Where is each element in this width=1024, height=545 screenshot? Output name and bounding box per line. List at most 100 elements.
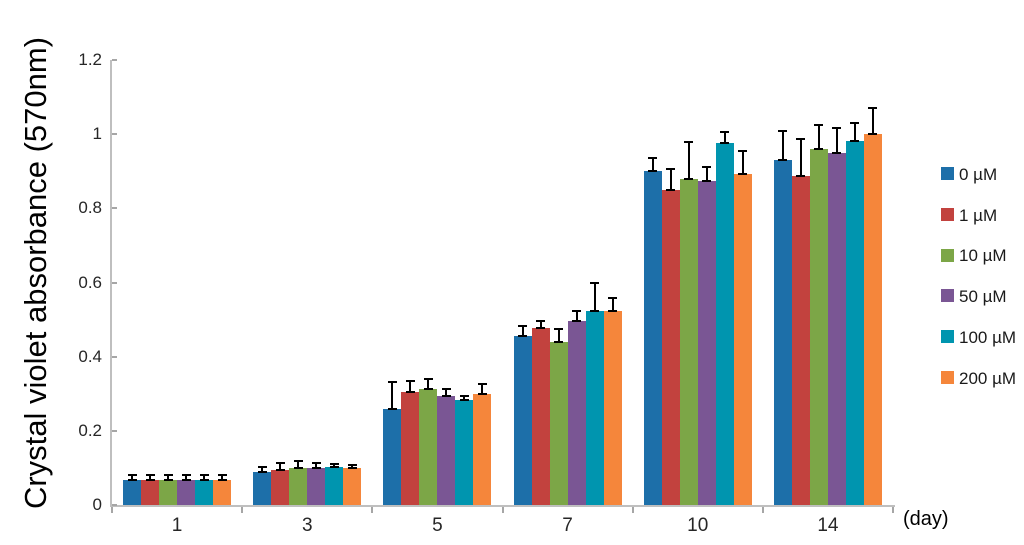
x-tick-label: 1 bbox=[171, 515, 183, 536]
x-axis-line bbox=[110, 505, 895, 507]
bar-50µM-day1 bbox=[177, 479, 196, 505]
legend-item: 200 µM bbox=[941, 369, 1016, 389]
legend-label: 1 µM bbox=[959, 205, 998, 225]
y-tick-mark bbox=[112, 133, 117, 136]
legend-label: 100 µM bbox=[959, 327, 1017, 347]
error-bar-cap-top bbox=[387, 380, 397, 383]
error-bar-line bbox=[835, 128, 838, 154]
bar-100µM-day3 bbox=[325, 466, 344, 505]
error-bar-cap-bottom bbox=[423, 387, 433, 390]
y-tick-mark bbox=[112, 429, 117, 432]
error-bar-cap-top bbox=[257, 466, 267, 469]
bar-100µM-day14 bbox=[845, 141, 864, 505]
error-bar-cap-top bbox=[275, 462, 285, 465]
error-bar-line bbox=[445, 388, 448, 396]
bar-0µM-day5 bbox=[383, 408, 402, 505]
bar-100µM-day7 bbox=[585, 311, 604, 505]
bar-10µM-day5 bbox=[419, 388, 438, 505]
error-bar-cap-bottom bbox=[536, 327, 546, 330]
error-bar-line bbox=[781, 131, 784, 160]
error-bar-line bbox=[817, 124, 820, 149]
error-bar-cap-bottom bbox=[311, 466, 321, 469]
error-bar-cap-top bbox=[702, 166, 712, 169]
legend-item: 100 µM bbox=[941, 328, 1016, 348]
error-bar-cap-top bbox=[329, 462, 339, 465]
error-bar-line bbox=[741, 151, 744, 174]
legend-label: 10 µM bbox=[959, 246, 1007, 266]
bar-0µM-day14 bbox=[773, 159, 792, 505]
error-bar-cap-bottom bbox=[814, 147, 824, 150]
y-tick-mark bbox=[112, 355, 117, 358]
bar-0µM-day10 bbox=[643, 170, 662, 505]
bar-200µM-day5 bbox=[473, 393, 492, 505]
error-bar-line bbox=[539, 321, 542, 329]
legend-label: 0 µM bbox=[959, 165, 998, 184]
legend-item: 0 µM bbox=[941, 165, 997, 185]
error-bar-cap-bottom bbox=[163, 478, 173, 481]
error-bar-cap-bottom bbox=[181, 478, 191, 481]
error-bar-cap-bottom bbox=[387, 407, 397, 410]
error-bar-cap-top bbox=[441, 387, 451, 390]
error-bar-cap-top bbox=[572, 310, 582, 313]
x-tick-label: 14 bbox=[817, 515, 839, 536]
y-tick-label: 0 bbox=[92, 495, 102, 514]
error-bar-cap-top bbox=[648, 156, 658, 159]
bar-50µM-day7 bbox=[567, 320, 586, 505]
error-bar-cap-bottom bbox=[832, 152, 842, 155]
error-bar-cap-top bbox=[738, 150, 748, 153]
error-bar-cap-bottom bbox=[405, 390, 415, 393]
error-bar-cap-top bbox=[608, 297, 618, 300]
error-bar-line bbox=[481, 383, 484, 394]
error-bar-cap-bottom bbox=[199, 479, 209, 482]
error-bar-cap-top bbox=[477, 382, 487, 385]
error-bar-cap-bottom bbox=[459, 399, 469, 402]
y-tick-mark bbox=[112, 207, 117, 210]
legend-item: 50 µM bbox=[941, 287, 1007, 307]
bar-50µM-day5 bbox=[437, 395, 456, 505]
bar-1µM-day14 bbox=[791, 175, 810, 505]
error-bar-line bbox=[799, 138, 802, 176]
error-bar-cap-top bbox=[850, 121, 860, 124]
error-bar-cap-top bbox=[347, 463, 357, 466]
error-bar-cap-top bbox=[796, 137, 806, 140]
error-bar-line bbox=[687, 141, 690, 180]
bar-1µM-day7 bbox=[531, 328, 550, 505]
error-bar-cap-bottom bbox=[850, 140, 860, 143]
error-bar-cap-bottom bbox=[778, 158, 788, 161]
error-bar-cap-bottom bbox=[796, 174, 806, 177]
error-bar-line bbox=[463, 395, 466, 401]
bar-0µM-day7 bbox=[513, 335, 532, 505]
error-bar-line bbox=[149, 474, 152, 480]
error-bar-cap-top bbox=[684, 140, 694, 143]
error-bar-cap-top bbox=[163, 473, 173, 476]
error-bar-cap-top bbox=[127, 473, 137, 476]
x-tick-label: 7 bbox=[562, 515, 573, 536]
error-bar-cap-bottom bbox=[257, 470, 267, 473]
error-bar-cap-top bbox=[720, 130, 730, 133]
error-bar-cap-bottom bbox=[441, 394, 451, 397]
bar-1µM-day10 bbox=[661, 189, 680, 505]
error-bar-line bbox=[611, 298, 614, 312]
y-tick-label: 0.8 bbox=[78, 198, 102, 218]
error-bar-cap-top bbox=[518, 325, 528, 328]
y-tick-label: 0.2 bbox=[78, 420, 102, 440]
bar-50µM-day3 bbox=[307, 467, 326, 505]
bar-100µM-day1 bbox=[195, 480, 214, 505]
error-bar-cap-top bbox=[181, 473, 191, 476]
error-bar-cap-bottom bbox=[572, 319, 582, 322]
error-bar-cap-bottom bbox=[217, 479, 227, 482]
error-bar-line bbox=[391, 381, 394, 409]
x-tick-label: 3 bbox=[301, 515, 313, 536]
bar-1µM-day1 bbox=[141, 479, 160, 505]
error-bar-cap-bottom bbox=[702, 180, 712, 183]
error-bar-cap-bottom bbox=[477, 392, 487, 395]
error-bar-line bbox=[651, 157, 654, 171]
error-bar-line bbox=[167, 474, 170, 480]
error-bar-line bbox=[853, 122, 856, 142]
error-bar-cap-bottom bbox=[293, 466, 303, 469]
error-bar-line bbox=[297, 460, 300, 468]
error-bar-cap-bottom bbox=[648, 169, 658, 172]
error-bar-cap-top bbox=[536, 320, 546, 323]
error-bar-cap-bottom bbox=[738, 172, 748, 175]
bar-200µM-day10 bbox=[733, 173, 752, 505]
